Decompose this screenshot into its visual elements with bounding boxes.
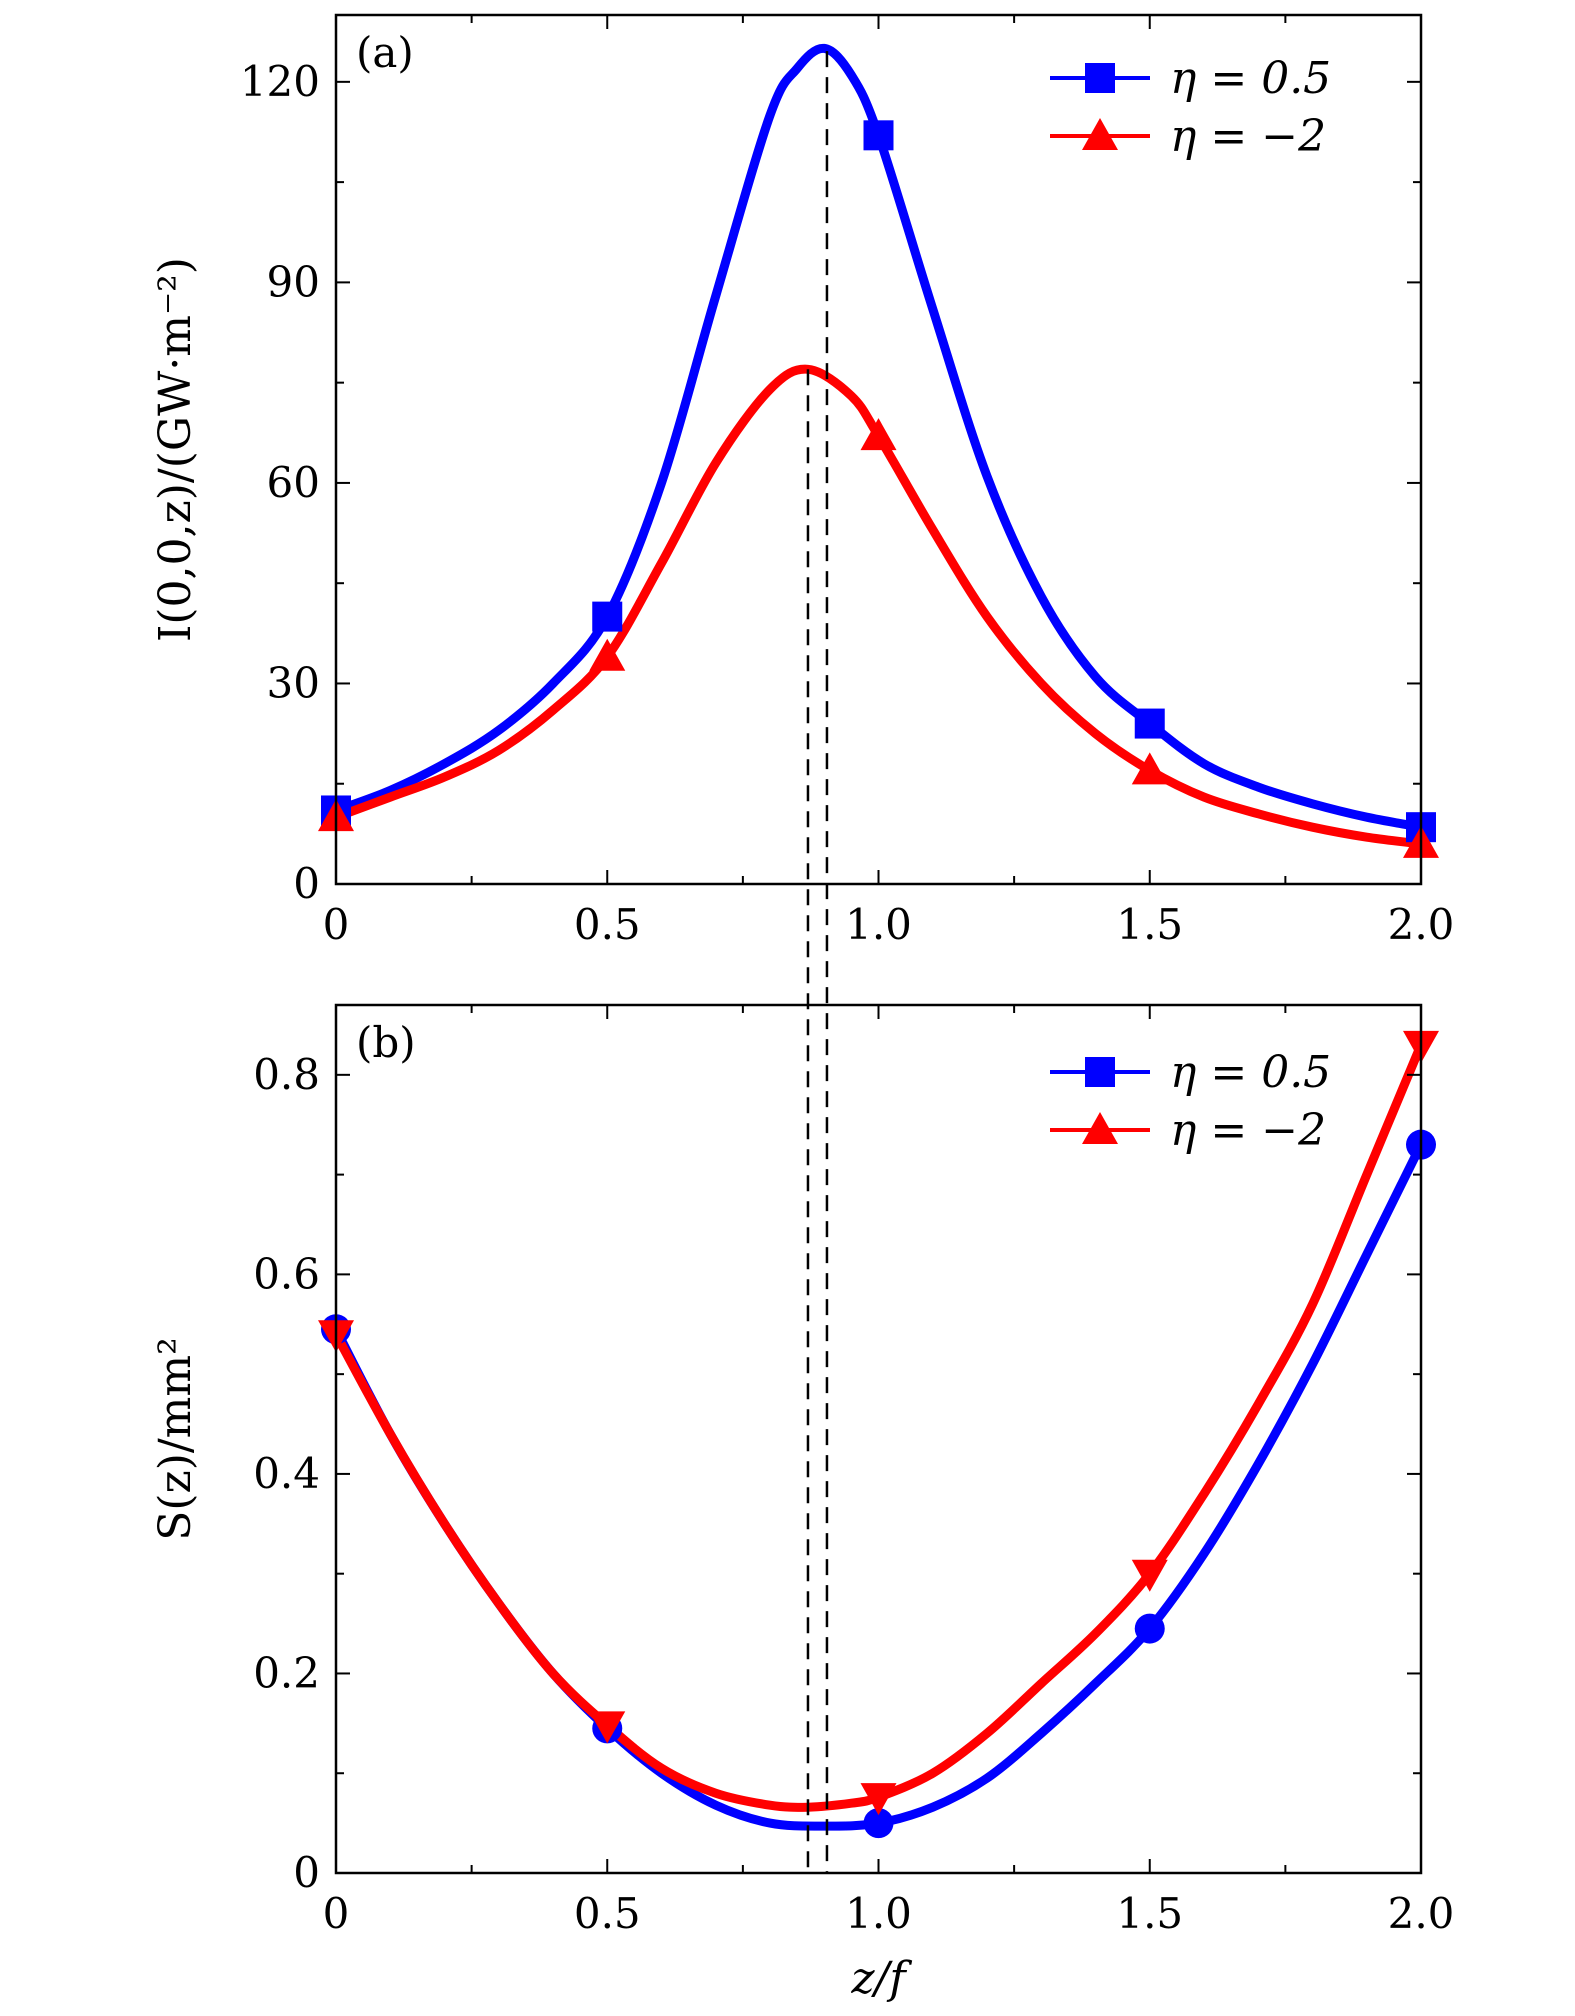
y-tick-label: 0.6: [253, 1249, 320, 1298]
legend-marker-1: [1085, 1057, 1115, 1087]
y-tick-label: 30: [267, 658, 320, 707]
y-tick-label: 60: [267, 458, 320, 507]
y-axis-label: S(z)/mm²: [150, 1337, 201, 1541]
y-tick-label: 0.4: [253, 1449, 320, 1498]
legend-label-1: η = 0.5: [1170, 53, 1331, 104]
data-point-1-3: [863, 1808, 894, 1839]
data-point-1-4: [1134, 708, 1165, 739]
y-tick-label: 0.2: [253, 1648, 320, 1697]
x-tick-label: 1.0: [845, 1889, 912, 1938]
y-tick-label: 0: [293, 859, 320, 908]
legend-label-2: η = −2: [1170, 111, 1326, 162]
x-axis-label: z/f: [850, 1953, 912, 2004]
panel-label: (b): [356, 1018, 416, 1067]
data-point-1-2: [592, 601, 623, 632]
chart-panel-a: 0 0.5 1.0 1.5 2.0 0 30 60 90 120 I(0,0,z)/(GW·m⁻²)…: [150, 13, 1455, 949]
legend-label-2: η = −2: [1170, 1105, 1326, 1156]
data-point-2-2: [589, 638, 626, 671]
x-tick-label: 1.5: [1116, 1889, 1183, 1938]
y-tick-label: 0.8: [253, 1050, 320, 1099]
x-tick-label: 2.0: [1388, 1889, 1455, 1938]
legend-marker-2: [1082, 118, 1118, 150]
data-point-2-2: [589, 1711, 626, 1744]
x-tick-label: 2.0: [1388, 900, 1455, 949]
reference-lines: [806, 51, 829, 1873]
x-tick-label: 0.5: [574, 1889, 641, 1938]
data-point-1-3: [863, 120, 894, 151]
y-tick-label: 0: [293, 1848, 320, 1897]
data-point-1-4: [1134, 1613, 1165, 1644]
series-line-1: [331, 43, 1426, 832]
series-line-1: [331, 1140, 1426, 1831]
legend-label-1: η = 0.5: [1170, 1047, 1331, 1098]
y-tick-label: 90: [267, 257, 320, 306]
series-line-2: [331, 1040, 1426, 1812]
x-tick-label: 1.0: [845, 900, 912, 949]
legend-marker-1: [1085, 63, 1115, 93]
panel-label: (a): [356, 28, 414, 77]
x-tick-label: 0.5: [574, 900, 641, 949]
x-tick-label: 0: [323, 1889, 350, 1938]
legend-marker-2: [1082, 1112, 1118, 1144]
data-point-2-4: [1131, 752, 1168, 785]
y-tick-label: 120: [240, 57, 320, 106]
data-point-2-3: [860, 1783, 897, 1816]
chart-panel-b: 0 0.5 1.0 1.5 2.0 0 0.2 0.4 0.6 0.8 S(z)/mm² z/f (b)…: [150, 1003, 1455, 2004]
y-axis-label: I(0,0,z)/(GW·m⁻²): [150, 257, 201, 642]
x-tick-label: 0: [323, 900, 350, 949]
x-tick-label: 1.5: [1116, 900, 1183, 949]
data-point-2-3: [860, 418, 897, 451]
series-line-2: [331, 364, 1426, 849]
data-point-2-4: [1131, 1559, 1168, 1592]
